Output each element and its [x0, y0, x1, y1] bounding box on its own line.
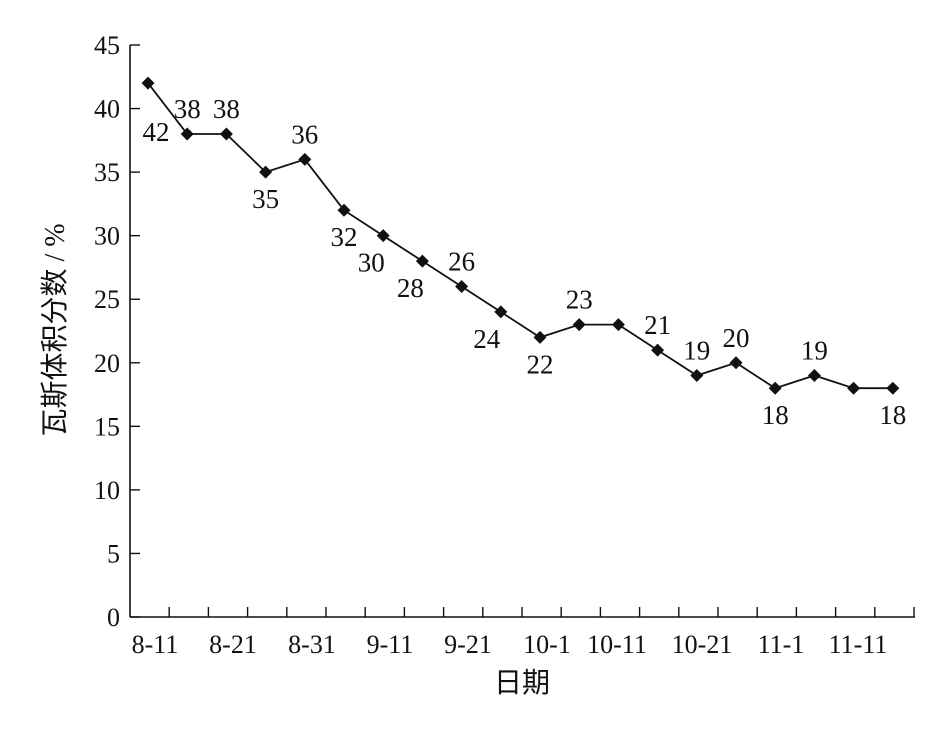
data-point-marker — [219, 127, 233, 141]
x-axis-ticks: 8-11 8-21 8-31 9-11 9-21 10-1 10-11 10-21 11-1 11… — [132, 607, 915, 659]
data-label: 20 — [723, 323, 750, 353]
y-tick-label: 45 — [94, 31, 120, 60]
data-label: 18 — [879, 400, 906, 430]
axes — [129, 45, 915, 618]
x-tick-label: 8-21 — [209, 630, 257, 659]
data-label: 42 — [143, 117, 170, 147]
data-label: 26 — [448, 247, 475, 277]
data-label: 23 — [566, 285, 593, 315]
data-point-marker — [376, 229, 390, 243]
y-tick-label: 30 — [94, 222, 120, 251]
x-tick-label: 9-21 — [444, 630, 492, 659]
data-point-marker — [298, 152, 312, 166]
x-tick-label: 11-1 — [758, 630, 805, 659]
data-label: 28 — [397, 273, 424, 303]
y-tick-label: 10 — [94, 476, 120, 505]
data-label: 21 — [644, 310, 671, 340]
data-point-marker — [807, 368, 821, 382]
data-point-marker — [611, 318, 625, 332]
data-point-marker — [651, 343, 665, 357]
data-label: 19 — [683, 335, 710, 365]
data-label: 35 — [252, 184, 279, 214]
x-tick-label: 8-11 — [132, 630, 179, 659]
x-tick-label: 8-31 — [288, 630, 336, 659]
data-point-marker — [886, 381, 900, 395]
series-line — [147, 82, 893, 390]
data-point-marker — [455, 280, 469, 294]
y-tick-label: 35 — [94, 158, 120, 187]
data-label: 38 — [174, 94, 201, 124]
x-axis-title: 日期 — [494, 668, 550, 699]
data-point-marker — [572, 318, 586, 332]
x-tick-label: 10-21 — [672, 630, 733, 659]
y-tick-label: 40 — [94, 95, 120, 124]
x-tick-label: 10-1 — [523, 630, 571, 659]
x-tick-label: 10-11 — [587, 630, 647, 659]
y-axis-ticks: 0 5 10 15 20 25 30 35 40 45 — [94, 31, 140, 632]
data-point-marker — [847, 381, 861, 395]
data-point-marker — [690, 368, 704, 382]
data-point-marker — [337, 203, 351, 217]
data-label: 36 — [291, 119, 318, 149]
data-point-marker — [141, 76, 155, 90]
data-point-marker — [494, 305, 508, 319]
data-label: 19 — [801, 335, 828, 365]
data-label: 32 — [331, 222, 358, 252]
series-markers — [141, 76, 900, 395]
y-tick-label: 25 — [94, 285, 120, 314]
y-tick-label: 15 — [94, 412, 120, 441]
data-point-marker — [533, 330, 547, 344]
data-label: 18 — [762, 400, 789, 430]
data-label: 22 — [527, 349, 554, 379]
y-tick-label: 0 — [107, 603, 120, 632]
data-point-marker — [180, 127, 194, 141]
y-tick-label: 20 — [94, 349, 120, 378]
data-point-marker — [415, 254, 429, 268]
y-tick-label: 5 — [107, 539, 120, 568]
data-point-marker — [768, 381, 782, 395]
data-point-marker — [259, 165, 273, 179]
data-label: 30 — [358, 248, 385, 278]
x-tick-label: 9-11 — [367, 630, 414, 659]
data-label: 38 — [213, 94, 240, 124]
y-axis-title: 瓦斯体积分数 / % — [39, 223, 71, 436]
data-point-marker — [729, 356, 743, 370]
data-label: 24 — [473, 324, 501, 354]
x-tick-label: 11-11 — [829, 630, 888, 659]
